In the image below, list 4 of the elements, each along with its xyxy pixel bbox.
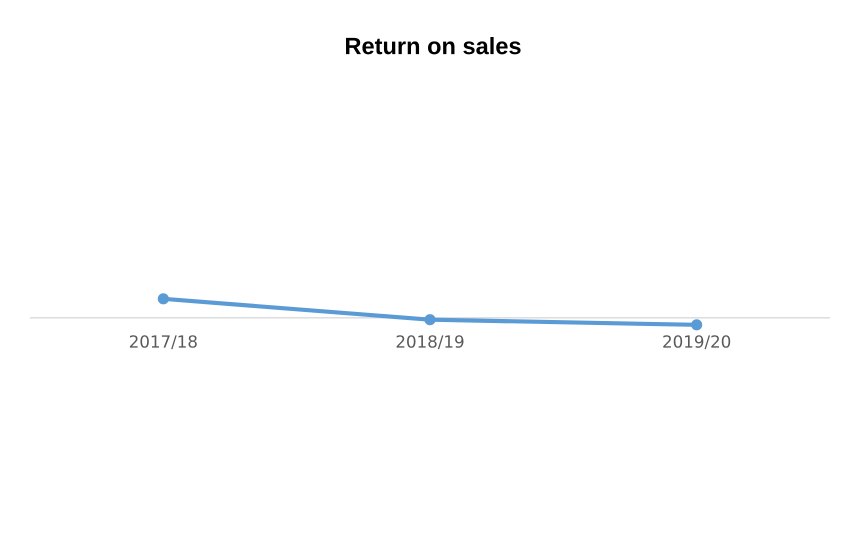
x-tick-label: 2019/20 (663, 335, 730, 350)
x-tick-label: 2017/18 (130, 335, 197, 350)
chart-title: Return on sales (346, 36, 521, 54)
x-tick-label: 2018/19 (396, 335, 464, 350)
